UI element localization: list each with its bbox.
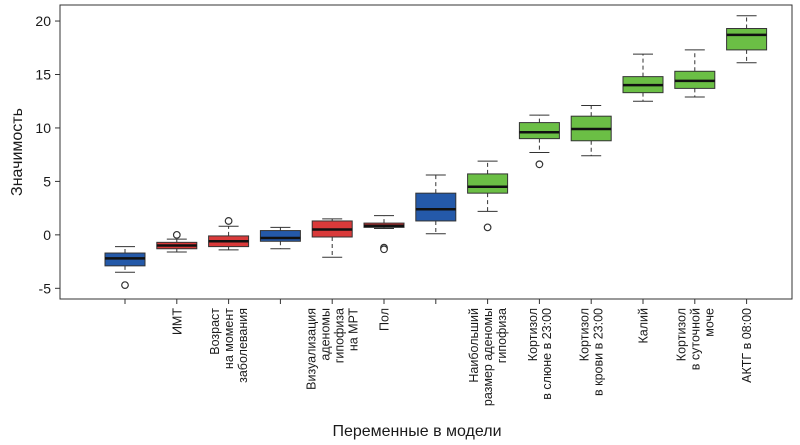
category-label-line: гипофиза	[495, 308, 509, 363]
category-label: Визуализацияаденомыгипофизана МРТ	[305, 308, 361, 390]
category-label-line: размер аденомы	[481, 308, 495, 406]
box-iqr	[726, 28, 768, 51]
box-2	[156, 230, 198, 253]
box-series	[104, 15, 768, 290]
category-label-line: Кортизол	[674, 308, 688, 361]
box-1	[104, 246, 146, 290]
category-label-line: на момент	[222, 308, 236, 369]
category-label-line: Наибольший	[467, 308, 481, 383]
category-label-line: моче	[702, 308, 716, 337]
box-iqr	[259, 230, 301, 242]
category-label-line: Возраст	[208, 308, 222, 355]
category-label: Пол	[378, 308, 392, 331]
box-4	[259, 226, 301, 250]
category-label-line: АКТГ в 08:00	[740, 308, 754, 383]
category-label: Наибольшийразмер аденомыгипофиза	[467, 308, 509, 406]
category-label-line: аденомы	[319, 308, 333, 361]
category-label-line: в суточной	[688, 308, 702, 370]
box-8	[467, 160, 509, 232]
category-label: Кортизолв слюне в 23:00	[526, 308, 554, 400]
category-label: Возрастна моментзаболевания	[208, 308, 250, 383]
outlier-point	[535, 160, 544, 169]
category-label-line: Калий	[637, 308, 651, 344]
y-tick-label: -5	[39, 280, 52, 296]
category-label-line: Кортизол	[578, 308, 592, 361]
box-6	[363, 215, 405, 254]
category-label-line: на МРТ	[347, 308, 361, 352]
box-5	[311, 218, 353, 258]
box-iqr	[467, 173, 509, 194]
category-label-line: заболевания	[236, 308, 250, 383]
category-label: Кортизолв крови в 23:00	[578, 308, 606, 396]
box-11	[622, 53, 664, 102]
outlier-point	[483, 223, 492, 232]
category-label: ИМТ	[170, 308, 184, 335]
box-7	[415, 174, 457, 235]
category-label-line: в крови в 23:00	[592, 308, 606, 396]
y-tick-label: 20	[35, 13, 51, 29]
x-axis-title: Переменные в модели	[332, 423, 501, 440]
y-axis: -5 0 5 10 15 20	[35, 13, 60, 296]
outlier-point	[121, 281, 129, 290]
plot-frame	[59, 4, 793, 300]
box-iqr	[415, 192, 457, 222]
category-label: Калий	[637, 308, 651, 344]
category-label-line: гипофиза	[333, 308, 347, 363]
y-tick-label: 0	[43, 227, 51, 243]
category-label-line: Кортизол	[526, 308, 540, 361]
category-label-line: Визуализация	[305, 308, 319, 390]
box-10	[570, 104, 612, 157]
y-tick-label: 10	[35, 120, 51, 136]
outlier-point	[224, 217, 233, 225]
box-13	[726, 15, 768, 64]
category-label-line: ИМТ	[170, 308, 184, 335]
y-tick-label: 5	[43, 173, 51, 189]
category-label-line: в слюне в 23:00	[540, 308, 554, 400]
box-9	[518, 114, 560, 169]
category-label: Кортизолв суточноймоче	[674, 308, 716, 370]
box-12	[674, 49, 716, 98]
box-3	[208, 217, 250, 251]
y-tick-label: 15	[35, 66, 51, 82]
category-label: АКТГ в 08:00	[740, 308, 754, 383]
x-axis: ИМТ Возрастна моментзаболевания Визуализац…	[124, 299, 754, 406]
outlier-point	[172, 230, 181, 239]
category-label-line: Пол	[378, 308, 392, 331]
y-axis-title: Значимость	[9, 108, 26, 196]
outlier-point	[380, 245, 388, 254]
box-iqr	[518, 122, 560, 140]
